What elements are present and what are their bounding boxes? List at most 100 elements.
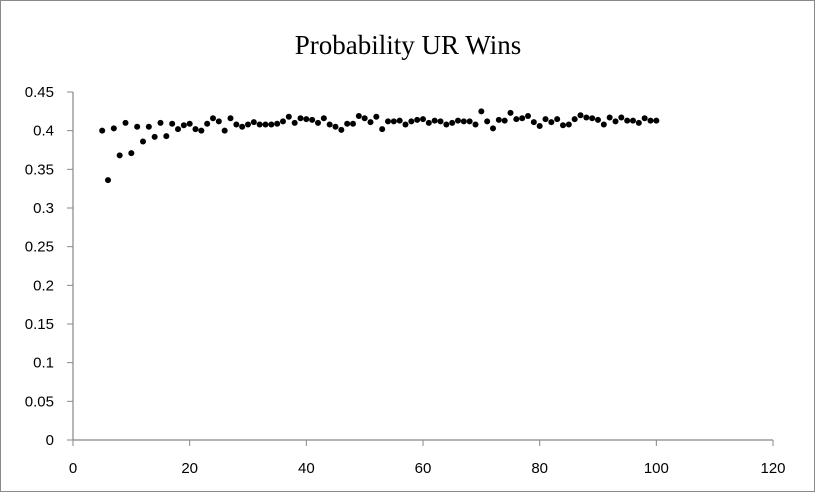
- data-point: [215, 118, 222, 125]
- data-point: [390, 118, 397, 125]
- data-point: [437, 118, 444, 125]
- data-point: [99, 127, 106, 134]
- data-point: [157, 119, 164, 126]
- data-point: [361, 115, 368, 122]
- data-point: [163, 133, 170, 140]
- data-point: [513, 116, 520, 123]
- data-point: [606, 114, 613, 121]
- y-tick-label: 0.35: [25, 161, 54, 178]
- data-point: [175, 126, 181, 133]
- y-tick-label: 0.3: [33, 200, 54, 217]
- data-point: [233, 121, 240, 128]
- data-point: [501, 117, 508, 124]
- axes: 0 0.05 0.1 0.15 0.2 0.25 0.3 0.35 0.4 0.45 0 20 40 60…: [25, 84, 786, 477]
- data-point: [262, 121, 269, 128]
- data-point: [110, 125, 117, 132]
- data-point: [472, 121, 479, 128]
- y-tick-label: 0.1: [33, 355, 54, 372]
- data-point: [425, 119, 432, 126]
- data-point: [140, 138, 146, 145]
- data-point: [507, 109, 514, 116]
- data-point: [145, 123, 152, 130]
- x-tick-label: 0: [69, 460, 77, 477]
- data-point: [186, 120, 193, 127]
- data-points: [99, 108, 660, 184]
- x-tick-label: 20: [181, 460, 198, 477]
- y-tick-label: 0.45: [25, 84, 54, 101]
- data-point: [180, 122, 187, 129]
- data-point: [641, 115, 648, 122]
- data-point: [198, 127, 205, 134]
- x-tick-label: 60: [415, 460, 432, 477]
- data-point: [548, 119, 555, 126]
- data-point: [338, 126, 345, 133]
- data-point: [525, 112, 531, 119]
- y-tick-label: 0.4: [33, 123, 54, 140]
- data-point: [414, 116, 421, 123]
- data-point: [169, 120, 176, 127]
- data-point: [326, 121, 333, 128]
- data-point: [466, 118, 473, 125]
- data-point: [320, 115, 327, 122]
- chart-title: Probability UR Wins: [295, 30, 521, 60]
- y-tick-label: 0.25: [25, 239, 54, 256]
- data-point: [460, 118, 467, 125]
- data-point: [291, 119, 298, 126]
- data-point: [571, 116, 578, 123]
- data-point: [105, 177, 111, 184]
- data-point: [519, 115, 526, 122]
- data-point: [635, 119, 642, 126]
- data-point: [221, 127, 228, 134]
- data-point: [455, 117, 461, 124]
- data-point: [151, 133, 158, 140]
- data-point: [268, 121, 275, 128]
- data-point: [128, 150, 135, 157]
- data-point: [536, 123, 543, 130]
- data-point: [344, 120, 351, 127]
- data-point: [315, 119, 321, 126]
- data-point: [630, 117, 636, 124]
- data-point: [600, 121, 607, 128]
- data-point: [274, 120, 281, 127]
- data-point: [373, 113, 380, 120]
- data-point: [618, 114, 625, 121]
- data-point: [577, 112, 584, 119]
- x-tick-label: 40: [298, 460, 315, 477]
- data-point: [245, 121, 251, 128]
- data-point: [367, 119, 374, 126]
- data-point: [589, 115, 596, 122]
- data-point: [420, 116, 426, 123]
- data-point: [134, 123, 141, 130]
- data-point: [297, 115, 304, 122]
- data-point: [478, 108, 485, 115]
- y-tick-label: 0: [46, 432, 54, 449]
- data-point: [542, 116, 549, 123]
- data-point: [385, 118, 391, 125]
- data-point: [227, 115, 234, 122]
- data-point: [239, 123, 246, 130]
- data-point: [122, 119, 129, 126]
- data-point: [303, 116, 310, 123]
- data-point: [560, 122, 566, 129]
- data-point: [624, 117, 631, 124]
- x-tick-label: 100: [644, 460, 669, 477]
- data-point: [595, 116, 601, 123]
- data-point: [583, 114, 590, 121]
- data-point: [210, 115, 216, 122]
- data-point: [350, 120, 356, 127]
- y-tick-label: 0.05: [25, 393, 54, 410]
- data-point: [612, 118, 619, 125]
- data-point: [443, 121, 450, 128]
- data-point: [332, 123, 339, 130]
- x-tick-label: 80: [531, 460, 548, 477]
- data-point: [192, 126, 199, 133]
- data-point: [490, 125, 496, 132]
- data-point: [554, 116, 561, 123]
- data-point: [530, 119, 537, 126]
- data-point: [408, 118, 415, 125]
- data-point: [495, 116, 502, 123]
- data-point: [431, 117, 438, 124]
- data-point: [280, 118, 286, 125]
